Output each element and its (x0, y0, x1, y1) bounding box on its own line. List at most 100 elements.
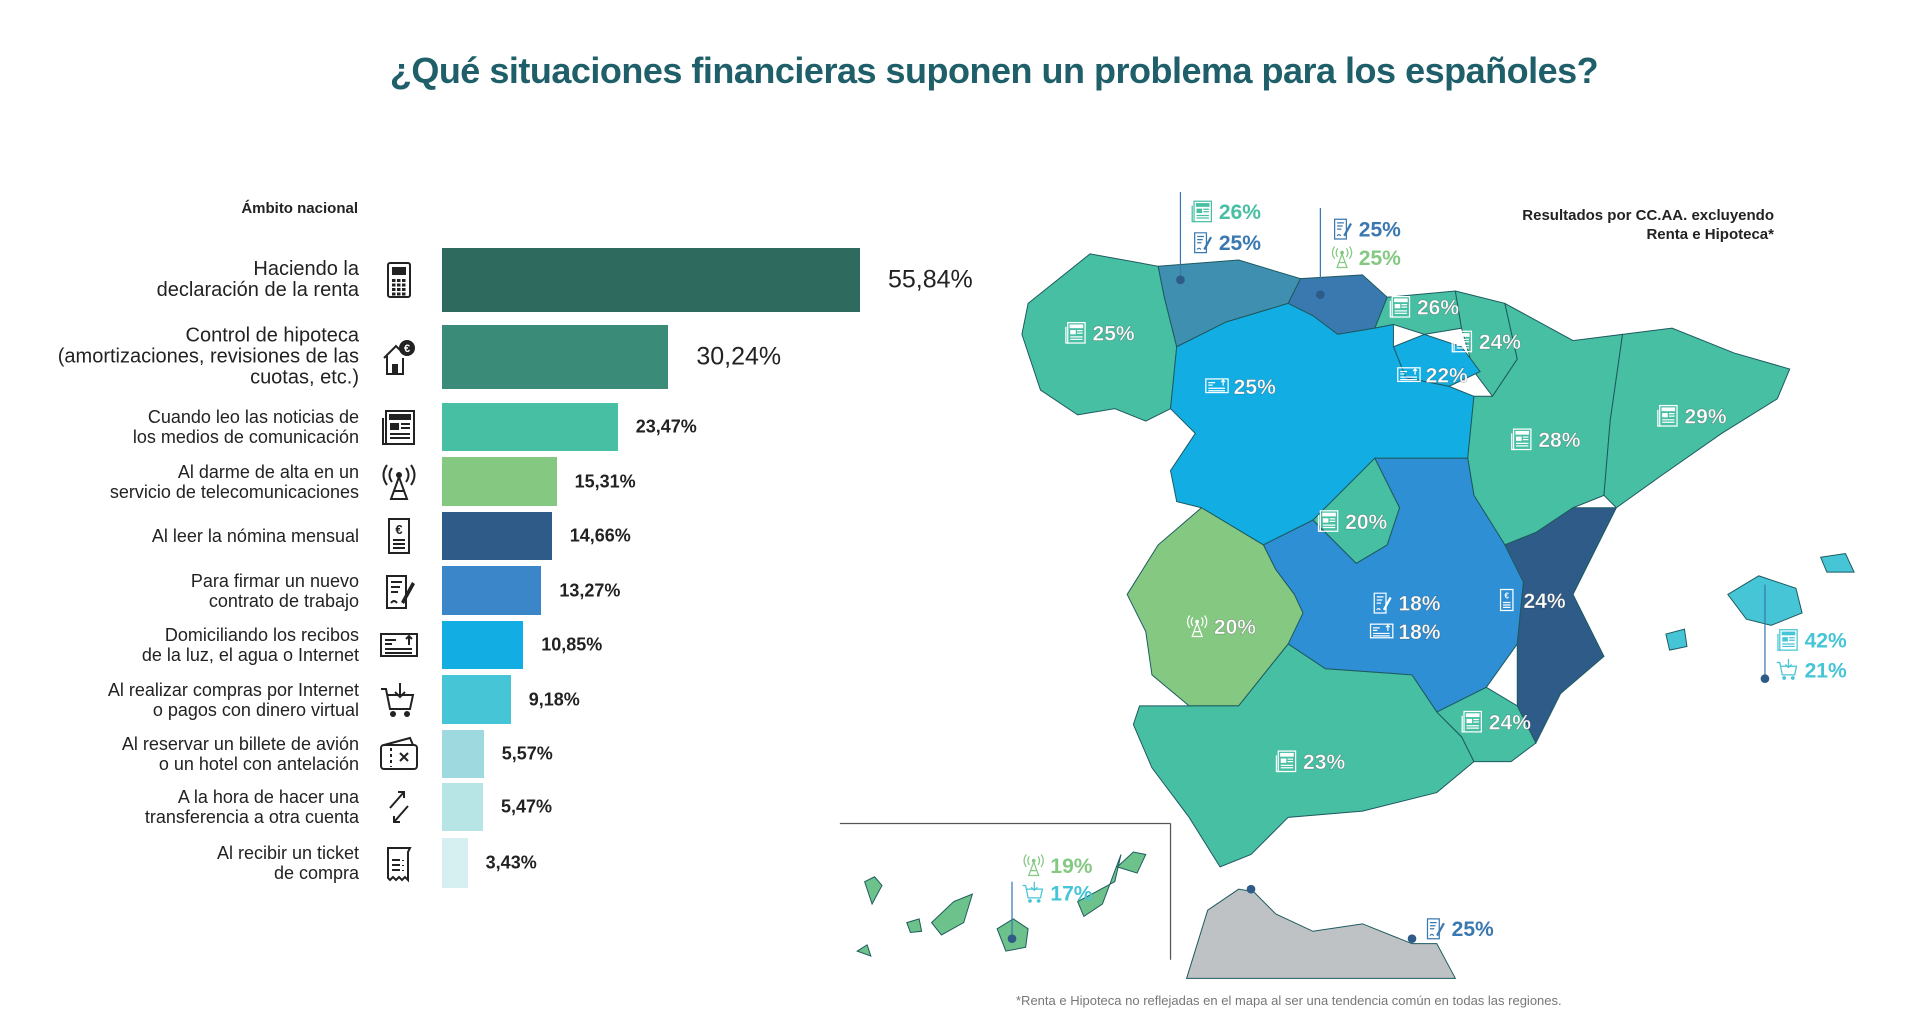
bar-category-label: Al recibir un ticket de compra (9, 843, 359, 883)
map-value-label: 25% (1093, 323, 1135, 346)
bar-row: Control de hipoteca (amortizaciones, revi… (0, 325, 1000, 389)
bar (442, 566, 542, 615)
map-label-aragon: 28% (1511, 428, 1581, 452)
bar-category-label: Domiciliando los recibos de la luz, el ag… (9, 625, 359, 665)
bar-row: Domiciliando los recibos de la luz, el ag… (0, 621, 1000, 669)
bar-category-label: Al leer la nómina mensual (9, 526, 359, 546)
bar-value-label: 23,47% (635, 416, 697, 437)
label-line: o un hotel con antelación (158, 754, 359, 774)
map-value-label: 24% (1489, 711, 1531, 734)
map-label-canarias: 17% (1022, 881, 1093, 905)
antenna-icon (378, 461, 420, 503)
map-value-label: 22% (1426, 365, 1468, 388)
map-value-label: 42% (1805, 630, 1847, 653)
bar-category-label: A la hora de hacer una transferencia a ot… (9, 787, 359, 827)
receipt-icon (378, 842, 420, 884)
map-value-label: 21% (1805, 659, 1847, 682)
antenna-icon (1186, 615, 1208, 638)
label-line: servicio de telecomunicaciones (109, 481, 359, 502)
label-line: cuotas, etc.) (250, 366, 359, 389)
region-castilla-la-mancha (1262, 457, 1524, 713)
map-value-label: 26% (1417, 297, 1459, 320)
antenna-icon (1331, 246, 1353, 269)
map-label-asturias: 25% (1194, 232, 1261, 255)
bar-row: Al realizar compras por Internet o pagos … (0, 675, 1000, 724)
footnote: *Renta e Hipoteca no reflejadas en el ma… (1016, 993, 1562, 1008)
contract-icon (1194, 232, 1213, 254)
region-canarias (856, 944, 872, 957)
map-value-label: 18% (1398, 593, 1440, 616)
map-value-label: 25% (1234, 376, 1276, 399)
bar-row: Al recibir un ticket de compra 3,43% (0, 838, 1000, 888)
map-value-label: 25% (1359, 219, 1401, 242)
map-label-navarra: 24% (1451, 330, 1522, 355)
region-baleares (1819, 553, 1855, 573)
map-value-label: 19% (1050, 855, 1092, 878)
region-navarra (1454, 290, 1518, 398)
label-line: Control de hipoteca (185, 324, 359, 347)
region-cantabria (1287, 274, 1388, 335)
map-value-label: 24% (1479, 331, 1521, 354)
bill-icon (378, 624, 420, 666)
bar-value-label: 30,24% (696, 342, 782, 371)
map-value-label: 20% (1214, 616, 1256, 639)
region-castilla-y-leon (1169, 302, 1475, 546)
bar-category-label: Al realizar compras por Internet o pagos … (9, 680, 359, 720)
bar-category-label: Para firmar un nuevo contrato de trabajo (9, 571, 359, 611)
region-ceuta-melilla (1185, 888, 1457, 979)
bar-category-label: Control de hipoteca (amortizaciones, revi… (9, 324, 359, 389)
region-baleares (1727, 575, 1803, 626)
map-legend-line: Renta e Hipoteca* (1646, 226, 1774, 243)
bar-value-label: 14,66% (569, 525, 631, 546)
contract-icon (1373, 592, 1392, 614)
bill-icon (1369, 623, 1394, 639)
map-legend: Resultados por CC.AA. excluyendo Renta e… (1522, 206, 1774, 244)
cart-icon (1022, 881, 1044, 903)
label-line: contrato de trabajo (208, 590, 359, 611)
callout-dot (1007, 934, 1017, 944)
cart-icon (1776, 658, 1798, 680)
newspaper-icon (1657, 404, 1678, 427)
label-line: Cuando leo las noticias de (147, 407, 359, 427)
callout-dot (1176, 275, 1185, 285)
map-value-label: 25% (1219, 232, 1261, 255)
label-line: Al reservar un billete de avión (121, 734, 359, 754)
transfer-icon (378, 786, 420, 828)
map-label-castilla-la-mancha: 18% (1369, 621, 1441, 644)
map-value-label: 20% (1345, 511, 1387, 534)
newspaper-icon (1275, 750, 1297, 773)
region-aragon (1467, 302, 1624, 546)
map-label-canarias: 19% (1023, 854, 1093, 878)
bar-value-label: 5,57% (501, 743, 553, 764)
map-value-label: 17% (1050, 882, 1092, 905)
newspaper-icon (1317, 510, 1339, 532)
bar (442, 403, 618, 451)
region-cataluna (1603, 327, 1791, 509)
map-legend-line: Resultados por CC.AA. excluyendo (1522, 207, 1774, 224)
svg-text:€: € (1505, 592, 1510, 601)
map-label-castilla-y-leon: 25% (1205, 375, 1276, 399)
calculator-icon (378, 259, 420, 301)
map-label-cataluna: 29% (1657, 404, 1727, 429)
callout-dot (1316, 290, 1325, 300)
label-line: Al darme de alta en un (177, 461, 359, 482)
map-label-valencia: €24% (1499, 588, 1566, 613)
label-line: de compra (273, 863, 359, 883)
map-label-baleares: 21% (1776, 658, 1847, 682)
newspaper-icon (378, 406, 420, 448)
map-label-galicia: 25% (1065, 321, 1135, 346)
region-pais-vasco (1374, 290, 1463, 335)
label-line: los medios de comunicación (132, 427, 359, 447)
bar (442, 730, 484, 778)
house-euro-icon: € (378, 336, 420, 378)
chart-title: ¿Qué situaciones financieras suponen un … (389, 50, 1599, 91)
region-la-rioja (1392, 333, 1481, 387)
region-canarias (1077, 854, 1122, 918)
label-line: Para firmar un nuevo (190, 570, 359, 591)
label-line: de la luz, el agua o Internet (141, 645, 359, 665)
region-asturias (1157, 259, 1302, 348)
map-label-ceuta-melilla: 25% (1426, 918, 1494, 941)
bar-value-label: 55,84% (888, 265, 973, 294)
label-line: Al leer la nómina mensual (151, 526, 359, 546)
map-label-madrid: 20% (1317, 510, 1388, 534)
